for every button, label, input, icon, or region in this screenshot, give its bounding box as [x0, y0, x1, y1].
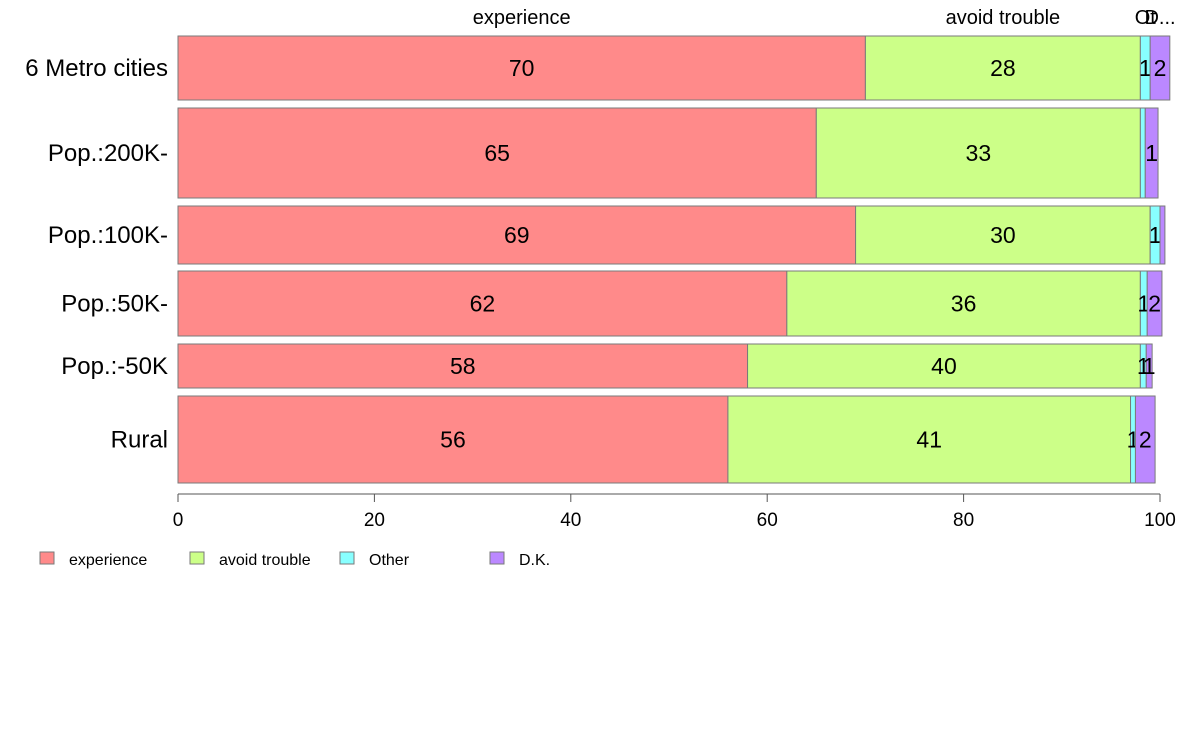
bar-segment-d-k- — [1149, 35, 1171, 101]
bar-segment-avoid-trouble — [855, 205, 1151, 265]
bar-value-label: 56 — [440, 427, 466, 453]
bar-value-label: 1 — [1143, 353, 1156, 379]
bar-segment-d-k- — [1145, 343, 1153, 389]
legend-swatch — [39, 551, 55, 565]
legend-label: avoid trouble — [219, 552, 311, 569]
bar-value-label: 2 — [1139, 427, 1152, 453]
category-label: Pop.:50K- — [61, 291, 168, 318]
series-top-label: avoid trouble — [946, 7, 1061, 29]
x-tick-label: 100 — [1144, 510, 1176, 531]
category-label: Rural — [111, 427, 168, 454]
x-tick-label: 20 — [364, 510, 385, 531]
bar-value-label: 28 — [990, 55, 1016, 81]
x-tick-label: 80 — [953, 510, 974, 531]
legend-swatch — [489, 551, 505, 565]
bar-segment-experience — [177, 205, 857, 265]
bar-value-label: 62 — [470, 291, 496, 317]
bar-value-label: 36 — [951, 291, 977, 317]
legend-swatch — [339, 551, 355, 565]
bar-value-label: 1 — [1149, 222, 1162, 248]
category-label: Pop.:200K- — [48, 140, 168, 167]
bar-value-label: 70 — [509, 55, 535, 81]
x-tick-label: 40 — [560, 510, 581, 531]
bar-segment-experience — [177, 395, 729, 484]
series-top-label: D... — [1144, 7, 1175, 29]
bar-segment-experience — [177, 35, 866, 101]
legend-label: Other — [369, 552, 410, 569]
bar-segment-avoid-trouble — [864, 35, 1141, 101]
category-label: Pop.:100K- — [48, 222, 168, 249]
bar-value-label: 40 — [931, 353, 957, 379]
bar-segment-avoid-trouble — [786, 270, 1141, 337]
x-tick-label: 60 — [757, 510, 778, 531]
bar-value-label: 33 — [966, 140, 992, 166]
bar-segment-d-k- — [1159, 205, 1166, 265]
bar-segment-d-k- — [1134, 395, 1156, 484]
bar-segment-avoid-trouble — [727, 395, 1132, 484]
bar-value-label: 69 — [504, 222, 530, 248]
bar-value-label: 1 — [1139, 55, 1152, 81]
bar-segment-d-k- — [1146, 270, 1163, 337]
bar-value-label: 30 — [990, 222, 1016, 248]
bar-segment-experience — [177, 270, 788, 337]
bar-segment-experience — [177, 343, 749, 389]
bar-segment-experience — [177, 107, 817, 199]
bar-value-label: 1 — [1145, 140, 1158, 166]
series-top-label: Ot — [1135, 7, 1157, 29]
series-top-label: experience — [473, 7, 571, 29]
bar-segment-d-k- — [1144, 107, 1159, 199]
bar-segment-avoid-trouble — [747, 343, 1141, 389]
bar-value-label: 2 — [1154, 55, 1167, 81]
bar-value-label: 58 — [450, 353, 476, 379]
bar-value-label: 2 — [1148, 291, 1161, 317]
x-tick-label: 0 — [173, 510, 184, 531]
bar-value-label: 41 — [916, 427, 942, 453]
legend-swatch — [189, 551, 205, 565]
legend-label: D.K. — [519, 552, 550, 569]
category-label: Pop.:-50K — [61, 353, 168, 380]
legend-label: experience — [69, 552, 147, 569]
category-label: 6 Metro cities — [25, 55, 168, 82]
bar-value-label: 65 — [484, 140, 510, 166]
